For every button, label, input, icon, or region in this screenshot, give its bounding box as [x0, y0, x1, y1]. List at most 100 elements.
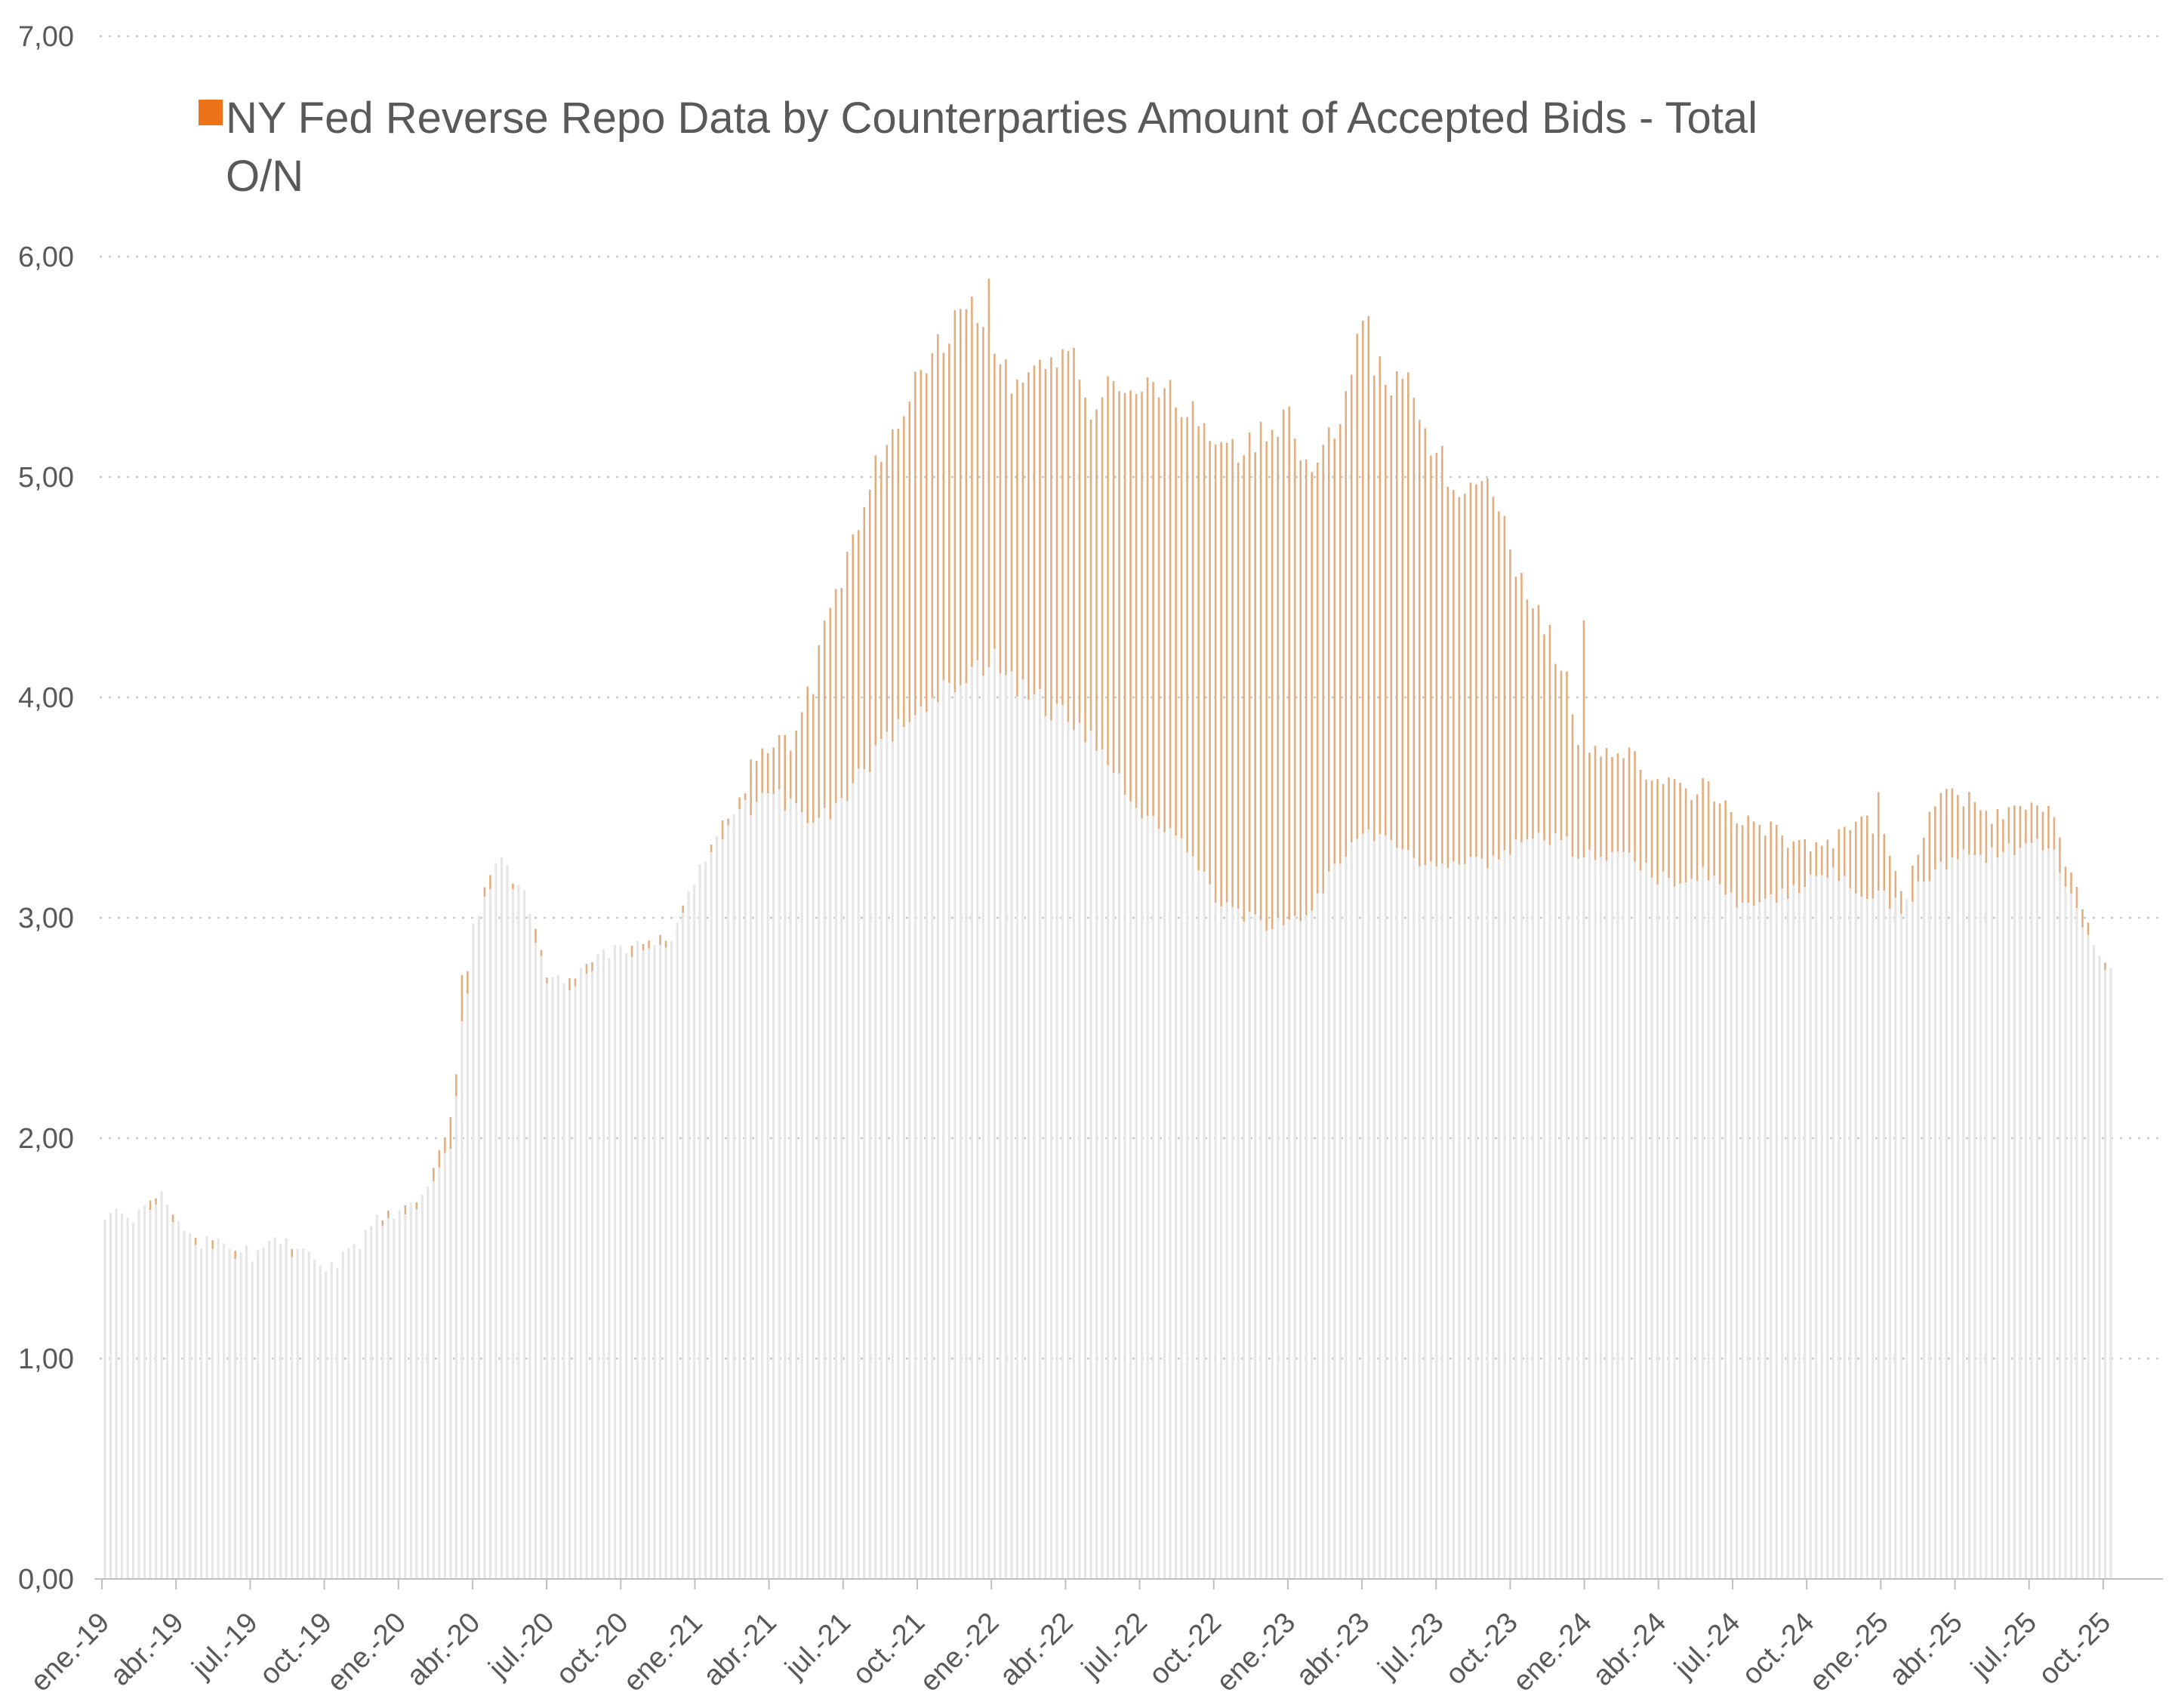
- bar-front: [517, 885, 520, 1579]
- bar-front: [1424, 865, 1427, 1579]
- bar-front: [126, 1217, 129, 1579]
- bar-total-on: [1430, 455, 1432, 862]
- bar-total-on: [455, 1074, 457, 1097]
- bar-front: [1049, 720, 1053, 1579]
- bar-total-on: [2036, 805, 2038, 839]
- bar-total-on: [1894, 871, 1897, 898]
- bar-front: [624, 952, 628, 1579]
- bar-front: [1225, 902, 1228, 1579]
- bar-total-on: [1055, 367, 1058, 704]
- bar-front: [1815, 876, 1818, 1579]
- bar-front: [1877, 890, 1880, 1579]
- y-axis-tick-label: 7,00: [18, 21, 74, 53]
- bar-total-on: [1786, 848, 1789, 899]
- bar-front: [1560, 840, 1563, 1579]
- bar-total-on: [1917, 854, 1920, 882]
- bar-total-on: [886, 445, 889, 732]
- y-axis-tick-label: 6,00: [18, 242, 74, 273]
- bar-total-on: [2047, 805, 2050, 849]
- bar-total-on: [1305, 459, 1308, 916]
- bar-total-on: [1645, 780, 1647, 863]
- bar-front: [1933, 869, 1936, 1579]
- bar-front: [1497, 859, 1500, 1579]
- bar-total-on: [155, 1198, 157, 1205]
- bar-total-on: [489, 875, 491, 890]
- bar-total-on: [1741, 825, 1744, 903]
- bar-front: [1372, 841, 1376, 1579]
- bar-total-on: [1815, 842, 1818, 876]
- bar-total-on: [574, 978, 577, 986]
- bar-total-on: [1968, 792, 1970, 855]
- bar-front: [131, 1222, 135, 1579]
- bar-front: [1770, 894, 1773, 1579]
- bar-front: [681, 912, 685, 1579]
- bar-total-on: [1758, 825, 1761, 903]
- bar-total-on: [1962, 806, 1965, 850]
- bar-front: [1282, 925, 1285, 1579]
- bar-front: [1985, 863, 1988, 1579]
- bar-front: [1185, 852, 1189, 1579]
- bar-front: [1072, 730, 1076, 1579]
- bar-front: [165, 1205, 169, 1579]
- bar-front: [188, 1233, 192, 1579]
- bar-front: [653, 944, 656, 1579]
- bar-total-on: [1407, 372, 1409, 851]
- bar-total-on: [1616, 753, 1619, 852]
- bar-total-on: [1367, 315, 1370, 830]
- bar-front: [1435, 866, 1438, 1579]
- bar-total-on: [948, 343, 950, 683]
- bar-front: [579, 968, 583, 1579]
- bar-total-on: [1107, 376, 1109, 765]
- bar-total-on: [761, 748, 763, 793]
- bar-front: [506, 864, 509, 1579]
- bar-total-on: [755, 761, 758, 802]
- bar-total-on: [1248, 432, 1251, 912]
- bar-total-on: [512, 883, 514, 890]
- bar-front: [1089, 731, 1092, 1579]
- bar-front: [2058, 872, 2062, 1579]
- bar-total-on: [1118, 391, 1120, 774]
- bar-total-on: [1157, 397, 1160, 829]
- bar-total-on: [1764, 836, 1767, 899]
- bar-front: [143, 1205, 146, 1579]
- bar-total-on: [1718, 803, 1721, 885]
- bar-front: [1237, 909, 1240, 1579]
- bar-front: [1027, 700, 1031, 1579]
- bar-total-on: [1441, 445, 1443, 864]
- bar-front: [239, 1252, 242, 1579]
- bar-front: [511, 889, 515, 1579]
- bar-front: [1083, 742, 1087, 1579]
- bar-front: [1713, 876, 1716, 1579]
- bar-total-on: [1684, 788, 1687, 882]
- bar-total-on: [897, 429, 900, 719]
- bar-front: [359, 1248, 362, 1579]
- bar-front: [636, 941, 639, 1579]
- bar-front: [1792, 885, 1795, 1579]
- bar-front: [154, 1204, 158, 1579]
- bar-total-on: [1554, 663, 1557, 834]
- bar-total-on: [1225, 442, 1228, 903]
- bar-total-on: [1101, 397, 1104, 749]
- bar-front: [1503, 850, 1506, 1579]
- bar-total-on: [987, 279, 990, 667]
- bar-front: [223, 1243, 226, 1579]
- bar-front: [608, 958, 611, 1579]
- bar-front: [1209, 884, 1212, 1579]
- bar-front: [1163, 832, 1166, 1579]
- bar-total-on: [291, 1248, 293, 1257]
- bar-front: [778, 789, 781, 1579]
- bar-total-on: [1957, 795, 1959, 860]
- bar-front: [393, 1218, 396, 1579]
- bar-total-on: [1333, 438, 1336, 864]
- bar-total-on: [1611, 757, 1613, 852]
- bar-total-on: [800, 712, 803, 812]
- bar-front: [1781, 888, 1784, 1579]
- x-axis-tick-label: abr.-23: [1290, 1607, 1376, 1692]
- bar-total-on: [1288, 406, 1290, 920]
- bar-total-on: [2075, 887, 2078, 909]
- bar-total-on: [1662, 783, 1665, 872]
- bar-front: [1248, 911, 1251, 1579]
- bar-front: [268, 1241, 271, 1579]
- bar-total-on: [1736, 823, 1738, 908]
